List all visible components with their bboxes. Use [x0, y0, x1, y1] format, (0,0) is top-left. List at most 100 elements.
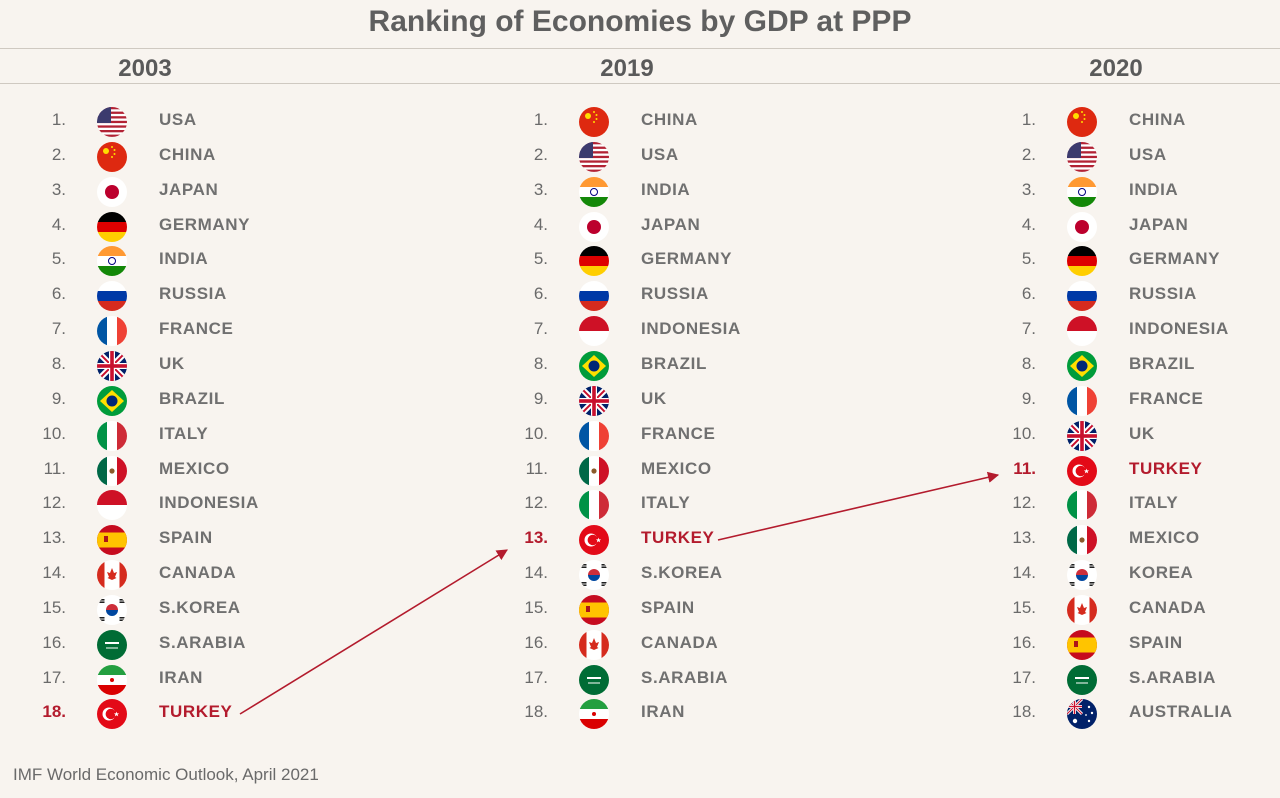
arrow-2019-to-2020 [717, 471, 1000, 541]
ranking-row: 9. FRANCE [970, 384, 1280, 418]
italy-flag-icon [97, 420, 127, 451]
country-name: INDONESIA [159, 493, 259, 513]
rank-number: 15. [1012, 597, 1036, 617]
rank-number: 2. [533, 144, 548, 164]
japan-flag-icon [579, 211, 609, 242]
rank-number: 3. [51, 179, 66, 199]
korea-flag-icon [579, 560, 609, 591]
ranking-row: 7. INDONESIA [482, 314, 802, 348]
country-name: UK [1129, 423, 1155, 443]
italy-flag-icon [1067, 490, 1097, 521]
country-name: SPAIN [1129, 632, 1183, 652]
arrow-2003-to-2019 [239, 549, 508, 715]
ranking-row: 17. S.ARABIA [482, 663, 802, 697]
rank-number: 10. [524, 423, 548, 443]
germany-flag-icon [579, 246, 609, 277]
ranking-row: 14. CANADA [0, 558, 320, 592]
country-name: RUSSIA [159, 284, 227, 304]
canada-flag-icon [579, 629, 609, 660]
australia-flag-icon [1067, 699, 1097, 730]
saudi-arabia-flag-icon [1067, 664, 1097, 695]
ranking-row: 8. BRAZIL [970, 349, 1280, 383]
rank-number: 2. [1021, 144, 1036, 164]
ranking-row: 3. INDIA [482, 175, 802, 209]
rank-number: 8. [533, 353, 548, 373]
iran-flag-icon [579, 699, 609, 730]
country-name: TURKEY [641, 528, 715, 548]
country-name: CANADA [641, 632, 719, 652]
ranking-row: 12. ITALY [970, 488, 1280, 522]
ranking-row: 4. GERMANY [0, 210, 320, 244]
country-name: RUSSIA [641, 284, 709, 304]
country-name: IRAN [641, 702, 685, 722]
ranking-row: 8. BRAZIL [482, 349, 802, 383]
rank-number: 17. [42, 667, 66, 687]
germany-flag-icon [97, 211, 127, 242]
turkey-flag-icon [97, 699, 127, 730]
spain-flag-icon [1067, 629, 1097, 660]
canada-flag-icon [1067, 594, 1097, 625]
ranking-row: 10. FRANCE [482, 419, 802, 453]
ranking-row: 7. FRANCE [0, 314, 320, 348]
rank-number: 3. [1021, 179, 1036, 199]
ranking-row: 5. GERMANY [970, 244, 1280, 278]
usa-flag-icon [579, 141, 609, 172]
ranking-row: 5. INDIA [0, 244, 320, 278]
brazil-flag-icon [579, 350, 609, 381]
rank-number: 5. [1021, 249, 1036, 269]
ranking-row: 16. CANADA [482, 628, 802, 662]
ranking-row: 15. S.KOREA [0, 593, 320, 627]
ranking-row: 11. MEXICO [0, 454, 320, 488]
ranking-row: 12. INDONESIA [0, 488, 320, 522]
ranking-row: 17. IRAN [0, 663, 320, 697]
year-header-2003: 2003 [118, 55, 172, 82]
rank-number: 8. [1021, 353, 1036, 373]
ranking-row: 18. AUSTRALIA [970, 697, 1280, 731]
country-name: S.ARABIA [641, 667, 728, 687]
country-name: INDONESIA [1129, 319, 1229, 339]
header-top-divider [0, 48, 1280, 49]
rank-number: 2. [51, 144, 66, 164]
rank-number: 4. [1021, 214, 1036, 234]
country-name: UK [159, 353, 185, 373]
country-name: ITALY [1129, 493, 1179, 513]
rank-number: 15. [42, 597, 66, 617]
rank-number: 12. [1012, 493, 1036, 513]
china-flag-icon [1067, 107, 1097, 137]
country-name: CHINA [641, 110, 698, 129]
country-name: INDONESIA [641, 319, 741, 339]
country-name: MEXICO [641, 458, 712, 478]
country-name: SPAIN [641, 597, 695, 617]
country-name: S.KOREA [159, 597, 241, 617]
mexico-flag-icon [579, 455, 609, 486]
country-name: IRAN [159, 667, 203, 687]
china-flag-icon [97, 141, 127, 172]
brazil-flag-icon [97, 385, 127, 416]
ranking-row: 11. MEXICO [482, 454, 802, 488]
country-name: AUSTRALIA [1129, 702, 1233, 722]
italy-flag-icon [579, 490, 609, 521]
source-caption: IMF World Economic Outlook, April 2021 [13, 765, 319, 784]
country-name: BRAZIL [1129, 353, 1195, 373]
rank-number: 14. [42, 563, 66, 583]
ranking-row: 16. SPAIN [970, 628, 1280, 662]
rank-number: 6. [533, 284, 548, 304]
country-name: CHINA [1129, 110, 1186, 129]
france-flag-icon [1067, 385, 1097, 416]
country-name: GERMANY [1129, 249, 1221, 269]
rank-number: 17. [1012, 667, 1036, 687]
rank-number: 6. [1021, 284, 1036, 304]
mexico-flag-icon [97, 455, 127, 486]
rank-number: 14. [1012, 563, 1036, 583]
rank-number: 11. [1013, 458, 1036, 478]
rank-number: 3. [533, 179, 548, 199]
ranking-row: 1. CHINA [970, 105, 1280, 139]
germany-flag-icon [1067, 246, 1097, 277]
japan-flag-icon [1067, 211, 1097, 242]
country-name: FRANCE [159, 319, 234, 339]
spain-flag-icon [579, 594, 609, 625]
rank-number: 9. [533, 388, 548, 408]
rank-number: 16. [42, 632, 66, 652]
ranking-row: 3. JAPAN [0, 175, 320, 209]
